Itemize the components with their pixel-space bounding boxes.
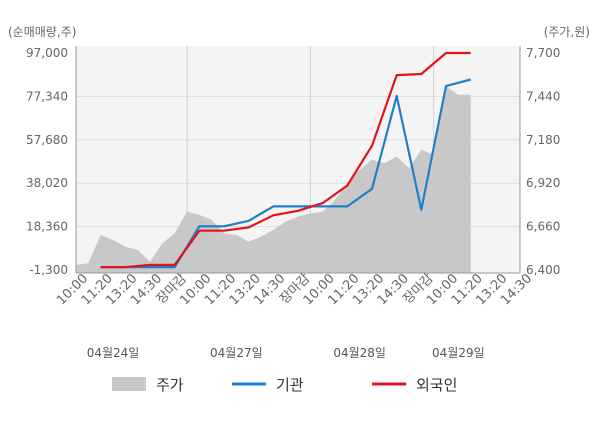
left-tick-label: 97,000	[26, 46, 68, 60]
right-axis-ticks: 7,700 7,440 7,180 6,920 6,660 6,400	[526, 46, 560, 277]
left-tick-label: 57,680	[26, 133, 68, 147]
left-tick-label: 77,340	[26, 89, 68, 103]
legend-label: 주가	[156, 376, 184, 394]
legend: 주가 기관 외국인	[112, 376, 457, 394]
right-axis-title: (주가,원)	[544, 25, 590, 39]
date-label: 04월27일	[210, 346, 263, 360]
right-tick-label: 7,700	[526, 46, 560, 60]
legend-label: 외국인	[416, 376, 457, 394]
right-tick-label: 6,400	[526, 263, 560, 277]
date-label: 04월29일	[432, 346, 485, 360]
left-tick-label: -1,300	[29, 263, 68, 277]
right-tick-label: 7,180	[526, 133, 560, 147]
right-tick-label: 7,440	[526, 89, 560, 103]
left-tick-label: 18,360	[26, 220, 68, 234]
date-labels: 04월24일 04월27일 04월28일 04월29일	[87, 346, 485, 360]
left-axis-ticks: 97,000 77,340 57,680 38,020 18,360 -1,300	[26, 46, 68, 277]
series-lines	[100, 51, 471, 269]
price-area	[76, 86, 471, 274]
series-line-foreign	[100, 51, 471, 269]
series-line-inst	[100, 78, 471, 269]
x-axis-ticks: 10:0011:2013:2014:30장마감10:0011:2013:2014…	[54, 271, 535, 308]
left-tick-label: 38,020	[26, 176, 68, 190]
left-axis-title: (순매매량,주)	[8, 25, 76, 39]
legend-swatch-price	[112, 377, 146, 391]
right-tick-label: 6,660	[526, 220, 560, 234]
date-label: 04월28일	[333, 346, 386, 360]
right-tick-label: 6,920	[526, 176, 560, 190]
date-label: 04월24일	[87, 346, 140, 360]
legend-label: 기관	[276, 376, 304, 394]
